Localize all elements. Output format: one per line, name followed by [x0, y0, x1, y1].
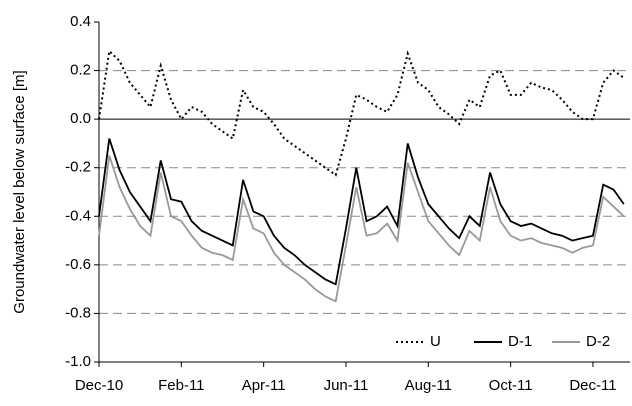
y-axis-label: Groundwater level below surface [m]	[11, 70, 28, 313]
x-tick-label: Oct-11	[489, 377, 533, 394]
x-tick-label: Apr-11	[242, 377, 286, 394]
legend-label: D-2	[586, 333, 610, 350]
y-tick-label: 0.4	[70, 13, 91, 30]
y-tick-label: -0.2	[65, 159, 91, 176]
y-tick-label: -1.0	[65, 353, 91, 370]
series-line	[98, 138, 625, 286]
y-tick-label: -0.8	[65, 304, 91, 321]
y-tick-label: 0.0	[70, 110, 91, 127]
legend-label: D-1	[508, 333, 532, 350]
y-tick-label: 0.2	[70, 62, 91, 79]
y-tick-label: -0.4	[65, 207, 91, 224]
series-line	[98, 49, 625, 177]
legend-label: U	[430, 333, 441, 350]
x-tick-label: Dec-11	[569, 377, 616, 394]
x-tick-label: Dec-10	[75, 377, 123, 394]
series-line	[98, 155, 625, 303]
x-tick-label: Feb-11	[158, 377, 204, 394]
y-tick-label: -0.6	[65, 256, 91, 273]
x-tick-label: Aug-11	[405, 377, 452, 394]
x-tick-label: Jun-11	[324, 377, 369, 394]
